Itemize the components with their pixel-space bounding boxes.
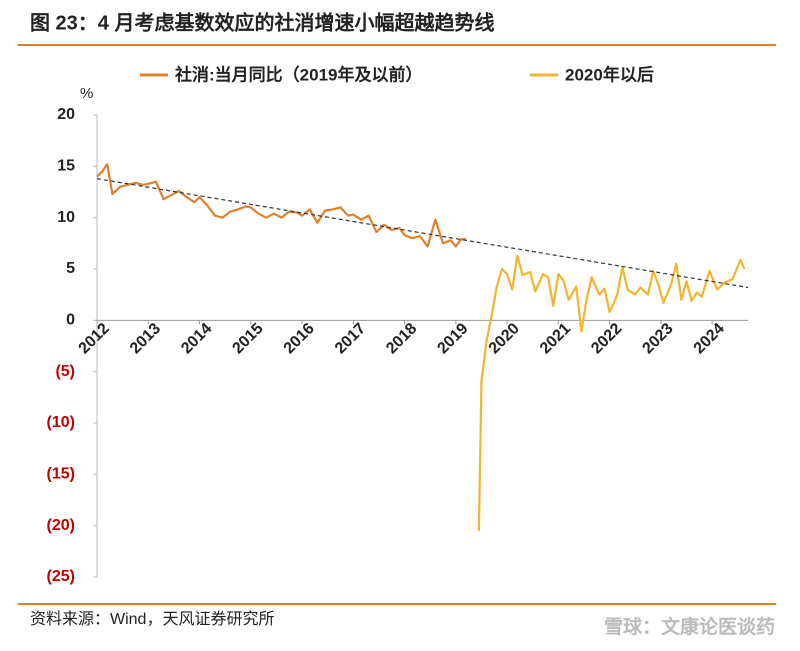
y-tick-label: 0 [66,312,75,329]
y-tick-label: (25) [47,568,75,585]
y-tick-label: 10 [57,209,75,226]
watermark: 雪球：文康论医谈药 [604,615,775,638]
source: 资料来源：Wind，天风证券研究所 [30,610,274,628]
x-tick-label: 2020 [486,320,523,357]
x-tick-label: 2012 [76,320,113,357]
x-tick-label: 2017 [332,320,369,357]
y-tick-label: (5) [55,363,75,380]
x-tick-label: 2024 [691,320,728,357]
y-tick-label: 5 [66,260,75,277]
x-tick-label: 2015 [229,320,266,357]
y-tick-label: (15) [47,466,75,483]
x-tick-label: 2014 [178,320,215,357]
trend-line [96,178,749,289]
y-tick-label: (20) [47,517,75,534]
x-tick-label: 2013 [127,320,164,357]
series-line [477,254,746,531]
x-tick-label: 2019 [434,320,471,357]
x-tick-label: 2021 [537,320,574,357]
x-tick-label: 2018 [383,320,420,357]
chart-title: 图 23：4 月考虑基数效应的社消增速小幅超越趋势线 [30,10,494,34]
y-tick-label: 20 [57,106,75,123]
y-tick-label: (10) [47,414,75,431]
x-tick-label: 2022 [588,320,625,357]
series-line [96,163,467,248]
y-tick-label: 15 [57,158,75,175]
x-tick-label: 2023 [639,320,676,357]
y-unit: % [80,85,93,102]
x-tick-label: 2016 [281,320,318,357]
legend-label: 2020年以后 [565,64,654,84]
legend-label: 社消:当月同比（2019年及以前） [174,64,422,84]
